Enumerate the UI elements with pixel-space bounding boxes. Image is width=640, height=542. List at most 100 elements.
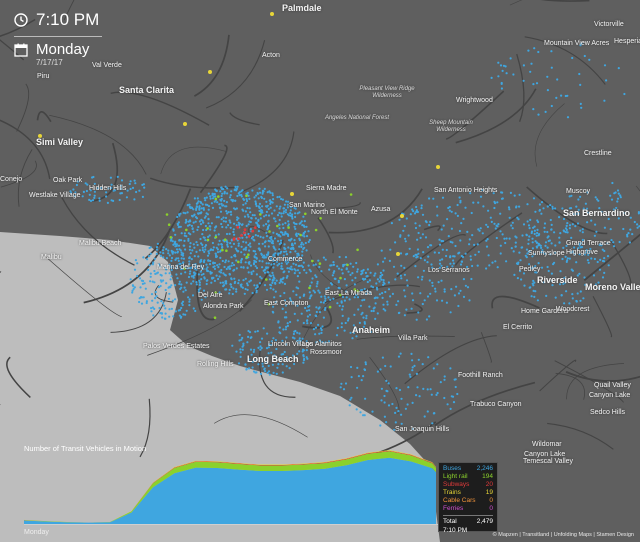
vehicle-dot xyxy=(536,299,540,302)
vehicle-dot xyxy=(361,272,364,275)
vehicle-dot xyxy=(529,70,532,73)
vehicle-dot xyxy=(204,224,207,228)
vehicle-dot xyxy=(179,308,182,312)
vehicle-dot xyxy=(264,240,267,243)
map-label: Malibu xyxy=(41,254,62,261)
vehicle-dot xyxy=(416,238,419,241)
vehicle-dot xyxy=(119,184,122,187)
vehicle-dot xyxy=(535,271,538,274)
vehicle-dot xyxy=(545,294,548,297)
vehicle-dot xyxy=(263,271,267,274)
vehicle-dot xyxy=(575,205,578,208)
vehicle-dot xyxy=(283,243,286,246)
vehicle-dot xyxy=(285,356,288,359)
vehicle-dot xyxy=(319,327,322,330)
vehicle-dot xyxy=(343,329,346,332)
vehicle-dot xyxy=(598,207,601,210)
map-label: Wildomar xyxy=(532,441,562,448)
vehicle-dot xyxy=(133,286,136,289)
vehicle-dot xyxy=(436,363,439,366)
vehicle-dot xyxy=(499,212,502,215)
map-label: Simi Valley xyxy=(36,137,84,147)
vehicle-dot xyxy=(168,308,171,311)
vehicle-dot xyxy=(214,234,217,237)
vehicle-dot xyxy=(273,209,276,212)
road xyxy=(205,40,266,109)
vehicle-dot xyxy=(384,309,387,312)
vehicle-dot xyxy=(468,238,471,241)
vehicle-dot xyxy=(465,265,469,269)
vehicle-dot xyxy=(164,307,167,310)
vehicle-dot xyxy=(573,246,576,249)
vehicle-dot xyxy=(288,256,291,260)
vehicle-dot xyxy=(449,240,452,243)
vehicle-dot xyxy=(516,216,519,219)
vehicle-dot xyxy=(197,200,200,203)
vehicle-dot xyxy=(586,221,589,224)
vehicle-dot xyxy=(470,211,473,215)
vehicle-dot xyxy=(558,216,561,219)
vehicle-dot xyxy=(509,191,512,194)
vehicle-dot xyxy=(371,410,374,413)
vehicle-dot xyxy=(232,228,235,231)
legend-item-label: Buses xyxy=(443,465,462,472)
vehicle-dot xyxy=(569,251,572,254)
vehicle-dot xyxy=(257,197,260,200)
vehicle-dot xyxy=(413,364,416,367)
vehicle-dot xyxy=(443,378,446,381)
vehicle-dot xyxy=(138,189,141,192)
vehicle-dot xyxy=(417,358,420,361)
vehicle-dot xyxy=(89,199,93,202)
vehicles-chart[interactable] xyxy=(0,440,440,530)
vehicle-dot xyxy=(164,312,167,315)
vehicle-dot xyxy=(287,226,290,229)
vehicle-dot xyxy=(609,194,612,197)
vehicle-dot xyxy=(286,275,289,278)
vehicle-dot xyxy=(110,186,113,189)
vehicle-dot xyxy=(466,286,470,289)
vehicle-dot xyxy=(584,283,587,286)
vehicle-dot xyxy=(215,246,218,249)
vehicle-dot xyxy=(551,205,554,208)
vehicle-dot xyxy=(603,64,607,67)
vehicle-dot xyxy=(259,372,263,375)
vehicle-dot xyxy=(563,302,566,305)
vehicle-dot xyxy=(354,276,357,279)
vehicle-dot xyxy=(420,207,423,210)
vehicle-dot xyxy=(291,258,294,261)
vehicle-dot xyxy=(221,204,224,207)
vehicle-dot xyxy=(544,110,547,113)
vehicle-dot xyxy=(382,269,385,272)
road xyxy=(540,0,590,2)
vehicle-dot xyxy=(387,404,391,407)
vehicle-dot xyxy=(237,242,240,245)
map-attribution[interactable]: © Mapzen | Transitland | Unfolding Maps … xyxy=(492,532,634,538)
map-label: Los Serranos xyxy=(428,267,470,274)
vehicle-dot xyxy=(285,343,288,346)
vehicle-dot xyxy=(443,288,446,291)
vehicle-dot xyxy=(272,259,275,262)
vehicle-dot xyxy=(262,327,265,330)
vehicle-dot xyxy=(276,196,279,199)
vehicle-dot xyxy=(105,191,108,194)
vehicle-dot xyxy=(195,241,198,244)
vehicle-dot xyxy=(343,299,346,302)
vehicle-dot xyxy=(451,265,454,268)
vehicle-dot xyxy=(370,330,373,333)
vehicle-dot xyxy=(399,352,402,355)
vehicle-dot xyxy=(532,289,535,292)
vehicle-dot xyxy=(240,195,243,198)
road xyxy=(0,160,37,188)
vehicle-dot xyxy=(305,271,308,274)
road xyxy=(36,110,52,123)
vehicle-dot xyxy=(347,317,350,320)
vehicle-dot xyxy=(256,285,259,288)
vehicle-dot xyxy=(413,212,417,215)
vehicle-dot xyxy=(476,243,479,246)
vehicle-dot xyxy=(285,325,288,328)
vehicle-dot xyxy=(446,218,449,221)
map-label: Temescal Valley xyxy=(523,458,574,465)
vehicle-dot xyxy=(174,240,177,243)
map-label: Anaheim xyxy=(352,325,391,335)
